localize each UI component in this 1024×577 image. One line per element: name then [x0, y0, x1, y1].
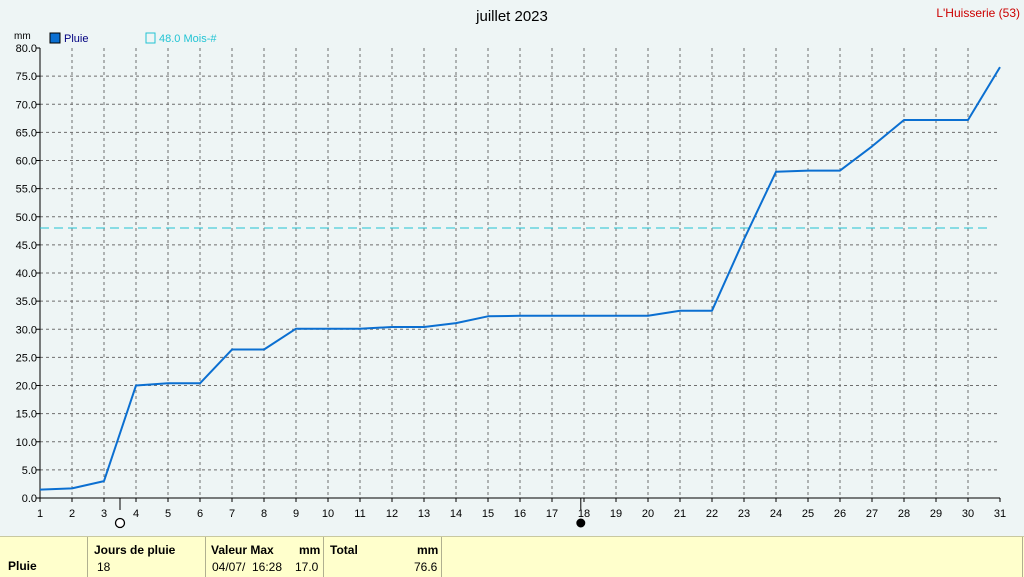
- x-tick-label: 2: [69, 508, 75, 520]
- x-tick-label: 21: [674, 508, 686, 520]
- x-tick-label: 31: [994, 508, 1006, 520]
- rain-days-cell: Jours de pluie 18: [88, 537, 206, 577]
- x-tick-label: 30: [962, 508, 974, 520]
- x-tick-label: 16: [514, 508, 526, 520]
- x-tick-label: 5: [165, 508, 171, 520]
- max-value-cell: Valeur Max mm 04/07/ 16:28 17.0: [206, 537, 324, 577]
- y-tick-label: 10.0: [16, 437, 37, 449]
- max-value-unit: mm: [299, 543, 320, 557]
- x-tick-label: 9: [293, 508, 299, 520]
- x-tick-label: 15: [482, 508, 494, 520]
- x-tick-label: 19: [610, 508, 622, 520]
- x-tick-label: 8: [261, 508, 267, 520]
- x-tick-label: 1: [37, 508, 43, 520]
- legend-ref-label: 48.0 Mois-#: [159, 33, 217, 45]
- x-tick-label: 4: [133, 508, 139, 520]
- x-tick-label: 11: [354, 508, 365, 520]
- y-tick-label: 20.0: [16, 381, 37, 393]
- y-tick-label: 40.0: [16, 268, 37, 280]
- y-axis-unit: mm: [14, 31, 31, 42]
- x-tick-label: 25: [802, 508, 814, 520]
- max-value-amount: 17.0: [295, 560, 318, 574]
- max-value-header: Valeur Max: [211, 543, 274, 557]
- legend: Pluie 48.0 Mois-#: [50, 33, 217, 45]
- new-moon-icon: [116, 519, 125, 528]
- legend-series-swatch: [50, 33, 60, 43]
- y-tick-label: 15.0: [16, 409, 37, 421]
- empty-cell: [442, 537, 1023, 577]
- x-tick-label: 17: [546, 508, 558, 520]
- x-tick-label: 7: [229, 508, 235, 520]
- row-label: Pluie: [8, 559, 37, 573]
- y-tick-label: 55.0: [16, 184, 37, 196]
- x-tick-label: 14: [450, 508, 462, 520]
- x-tick-label: 3: [101, 508, 107, 520]
- x-tick-label: 20: [642, 508, 654, 520]
- legend-ref-swatch: [146, 33, 155, 43]
- y-tick-label: 35.0: [16, 296, 37, 308]
- x-tick-label: 26: [834, 508, 846, 520]
- rain-chart: juillet 2023 L'Huisserie (53) mm Pluie 4…: [0, 0, 1024, 536]
- y-tick-label: 50.0: [16, 212, 37, 224]
- y-tick-label: 80.0: [16, 43, 37, 55]
- x-tick-label: 12: [386, 508, 398, 520]
- x-tick-label: 23: [738, 508, 750, 520]
- x-tick-label: 18: [578, 508, 590, 520]
- y-tick-label: 45.0: [16, 240, 37, 252]
- x-tick-label: 6: [197, 508, 203, 520]
- max-value-time: 16:28: [252, 560, 282, 574]
- rain-days-header: Jours de pluie: [94, 543, 175, 557]
- y-tick-label: 30.0: [16, 324, 37, 336]
- x-tick-label: 28: [898, 508, 910, 520]
- y-tick-label: 65.0: [16, 127, 37, 139]
- x-tick-label: 29: [930, 508, 942, 520]
- full-moon-icon: [577, 519, 585, 527]
- max-value-date: 04/07/: [212, 560, 245, 574]
- summary-table: Pluie Jours de pluie 18 Valeur Max mm 04…: [0, 536, 1024, 577]
- rain-days-value: 18: [97, 560, 110, 574]
- x-tick-label: 22: [706, 508, 718, 520]
- x-tick-label: 24: [770, 508, 782, 520]
- y-tick-label: 75.0: [16, 71, 37, 83]
- y-tick-label: 60.0: [16, 156, 37, 168]
- y-tick-label: 25.0: [16, 352, 37, 364]
- y-tick-label: 5.0: [22, 465, 37, 477]
- total-unit: mm: [417, 543, 438, 557]
- legend-series-label: Pluie: [64, 33, 88, 45]
- y-tick-label: 70.0: [16, 99, 37, 111]
- total-header: Total: [330, 543, 358, 557]
- total-value: 76.6: [414, 560, 437, 574]
- x-tick-label: 10: [322, 508, 334, 520]
- total-cell: Total mm 76.6: [324, 537, 442, 577]
- y-tick-label: 0.0: [22, 493, 37, 505]
- summary-row-header: Pluie: [0, 537, 88, 577]
- chart-title: juillet 2023: [475, 8, 548, 25]
- x-tick-label: 13: [418, 508, 430, 520]
- station-name: L'Huisserie (53): [936, 6, 1020, 20]
- x-tick-label: 27: [866, 508, 878, 520]
